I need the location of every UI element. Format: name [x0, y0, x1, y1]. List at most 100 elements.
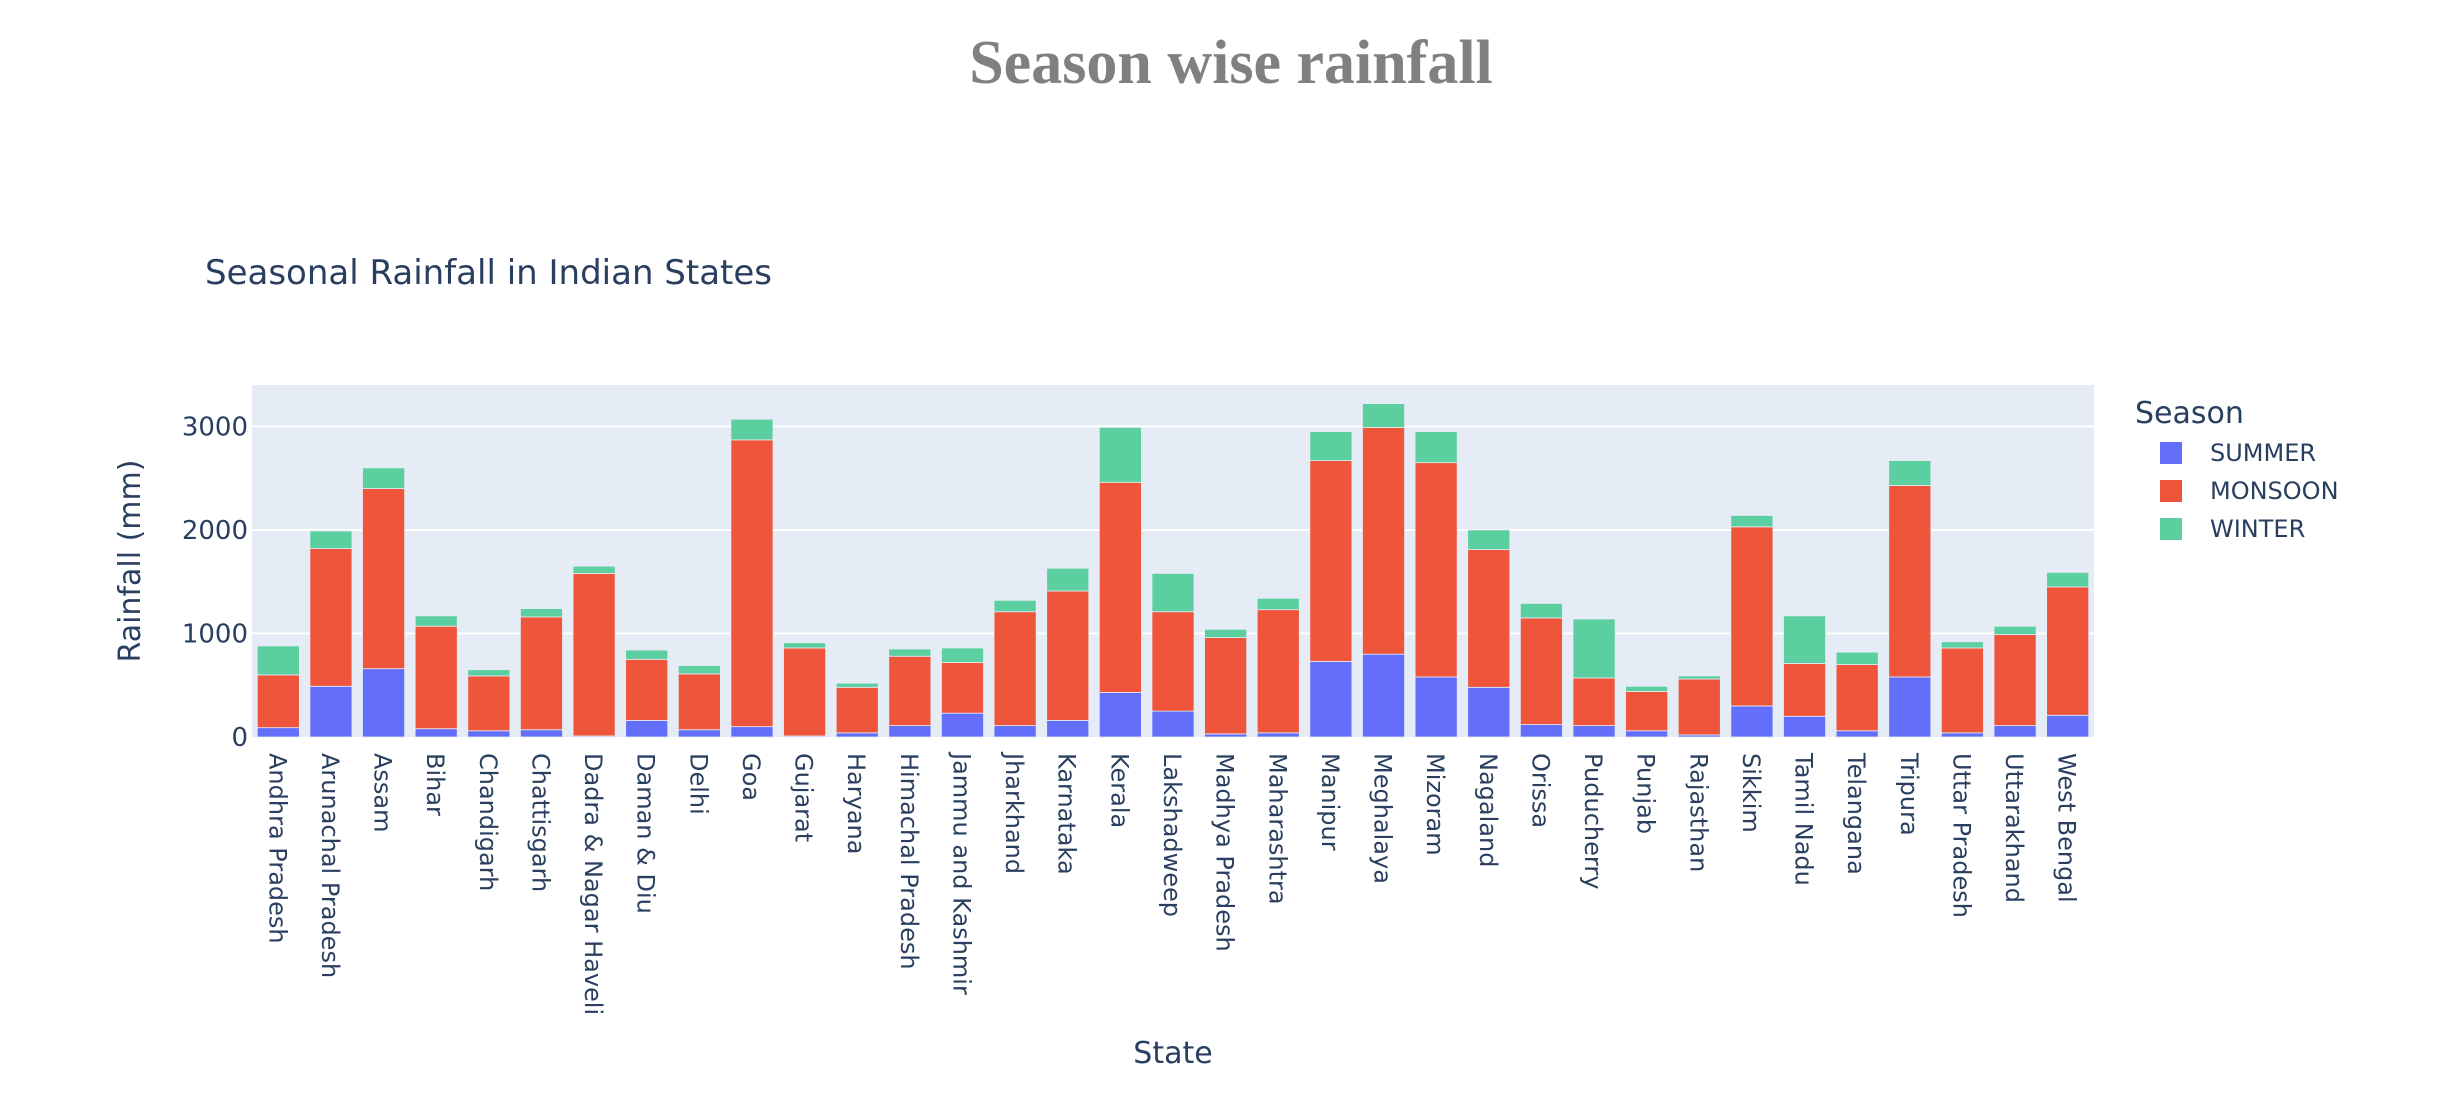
bar-summer[interactable] — [888, 725, 932, 738]
bar-summer[interactable] — [730, 726, 774, 738]
bar-monsoon[interactable] — [362, 488, 406, 670]
bar-winter[interactable] — [1204, 628, 1248, 639]
bar-winter[interactable] — [1467, 529, 1511, 551]
bar-monsoon[interactable] — [677, 673, 721, 731]
bar-summer[interactable] — [1414, 676, 1458, 738]
bar-winter[interactable] — [1677, 675, 1721, 680]
bar-monsoon[interactable] — [1993, 634, 2037, 727]
bar-winter[interactable] — [1625, 685, 1669, 692]
bar-monsoon[interactable] — [256, 674, 300, 729]
bar-summer[interactable] — [1519, 724, 1563, 738]
bar-winter[interactable] — [309, 530, 353, 549]
bar-monsoon[interactable] — [941, 662, 984, 714]
bar-summer[interactable] — [1467, 686, 1511, 738]
bar-winter[interactable] — [1940, 641, 1984, 649]
bar-monsoon[interactable] — [520, 616, 563, 731]
bar-monsoon[interactable] — [1046, 590, 1090, 721]
bar-monsoon[interactable] — [467, 675, 511, 732]
bar-monsoon[interactable] — [1572, 677, 1616, 727]
bar-summer[interactable] — [1204, 733, 1248, 738]
bar-winter[interactable] — [1256, 597, 1300, 611]
bar-monsoon[interactable] — [1677, 678, 1721, 736]
bar-monsoon[interactable] — [1151, 611, 1195, 712]
bar-summer[interactable] — [1151, 710, 1195, 738]
bar-summer[interactable] — [677, 729, 721, 738]
bar-monsoon[interactable] — [572, 573, 616, 737]
bar-monsoon[interactable] — [1519, 617, 1563, 725]
bar-winter[interactable] — [1730, 515, 1774, 528]
bar-monsoon[interactable] — [730, 439, 774, 728]
bar-winter[interactable] — [835, 682, 879, 688]
bar-summer[interactable] — [993, 725, 1037, 738]
bar-monsoon[interactable] — [783, 647, 827, 737]
bar-winter[interactable] — [783, 642, 827, 649]
bar-summer[interactable] — [1730, 705, 1774, 738]
bar-summer[interactable] — [1888, 676, 1932, 738]
bar-monsoon[interactable] — [1730, 526, 1774, 707]
bar-winter[interactable] — [1888, 460, 1932, 486]
bar-winter[interactable] — [677, 665, 721, 675]
bar-monsoon[interactable] — [1098, 481, 1142, 693]
bar-winter[interactable] — [1519, 603, 1563, 619]
bar-winter[interactable] — [1414, 431, 1458, 464]
bar-monsoon[interactable] — [414, 625, 458, 730]
bar-monsoon[interactable] — [309, 548, 353, 687]
bar-monsoon[interactable] — [1835, 664, 1879, 732]
bar-winter[interactable] — [1098, 427, 1142, 483]
legend-item-summer[interactable]: SUMMER — [2160, 439, 2316, 467]
bar-monsoon[interactable] — [1256, 609, 1300, 734]
bar-winter[interactable] — [414, 615, 458, 627]
bar-monsoon[interactable] — [1204, 637, 1248, 735]
bar-monsoon[interactable] — [1467, 549, 1511, 688]
bar-summer[interactable] — [362, 668, 406, 738]
bar-winter[interactable] — [520, 608, 563, 618]
bar-summer[interactable] — [2046, 714, 2090, 738]
bar-winter[interactable] — [256, 645, 300, 676]
bar-monsoon[interactable] — [2046, 586, 2090, 716]
bar-winter[interactable] — [1046, 567, 1090, 592]
bar-winter[interactable] — [1151, 573, 1195, 613]
bar-monsoon[interactable] — [1888, 485, 1932, 678]
bar-winter[interactable] — [572, 565, 616, 574]
bar-summer[interactable] — [1625, 730, 1669, 738]
bar-monsoon[interactable] — [1362, 427, 1405, 655]
bar-summer[interactable] — [1572, 725, 1616, 738]
bar-summer[interactable] — [1783, 715, 1826, 738]
bar-monsoon[interactable] — [1625, 691, 1669, 732]
bar-summer[interactable] — [1098, 692, 1142, 738]
bar-summer[interactable] — [625, 720, 669, 738]
bar-summer[interactable] — [941, 712, 984, 738]
bar-monsoon[interactable] — [1309, 460, 1353, 662]
bar-winter[interactable] — [1572, 618, 1616, 679]
bar-winter[interactable] — [1783, 615, 1826, 664]
bar-summer[interactable] — [520, 729, 563, 738]
bar-winter[interactable] — [1835, 651, 1879, 665]
bar-winter[interactable] — [941, 647, 984, 663]
bar-winter[interactable] — [1309, 431, 1353, 461]
bar-winter[interactable] — [362, 467, 406, 489]
bar-winter[interactable] — [625, 649, 669, 660]
bar-summer[interactable] — [1835, 730, 1879, 738]
bar-summer[interactable] — [1940, 732, 1984, 738]
legend-item-winter[interactable]: WINTER — [2160, 515, 2305, 543]
bar-monsoon[interactable] — [835, 686, 879, 734]
bar-winter[interactable] — [888, 648, 932, 657]
bar-winter[interactable] — [467, 669, 511, 677]
bar-monsoon[interactable] — [1414, 462, 1458, 678]
bar-winter[interactable] — [2046, 571, 2090, 588]
bar-monsoon[interactable] — [1783, 663, 1826, 717]
bar-winter[interactable] — [730, 418, 774, 441]
bar-winter[interactable] — [1993, 625, 2037, 635]
bar-summer[interactable] — [309, 685, 353, 738]
bar-winter[interactable] — [993, 599, 1037, 613]
bar-monsoon[interactable] — [1940, 647, 1984, 734]
bar-monsoon[interactable] — [993, 611, 1037, 727]
bar-summer[interactable] — [414, 728, 458, 738]
bar-winter[interactable] — [1362, 403, 1405, 428]
bar-summer[interactable] — [835, 732, 879, 738]
bar-summer[interactable] — [467, 730, 511, 738]
bar-summer[interactable] — [256, 727, 300, 738]
bar-summer[interactable] — [1046, 720, 1090, 738]
legend-item-monsoon[interactable]: MONSOON — [2160, 477, 2339, 505]
bar-monsoon[interactable] — [625, 658, 669, 721]
